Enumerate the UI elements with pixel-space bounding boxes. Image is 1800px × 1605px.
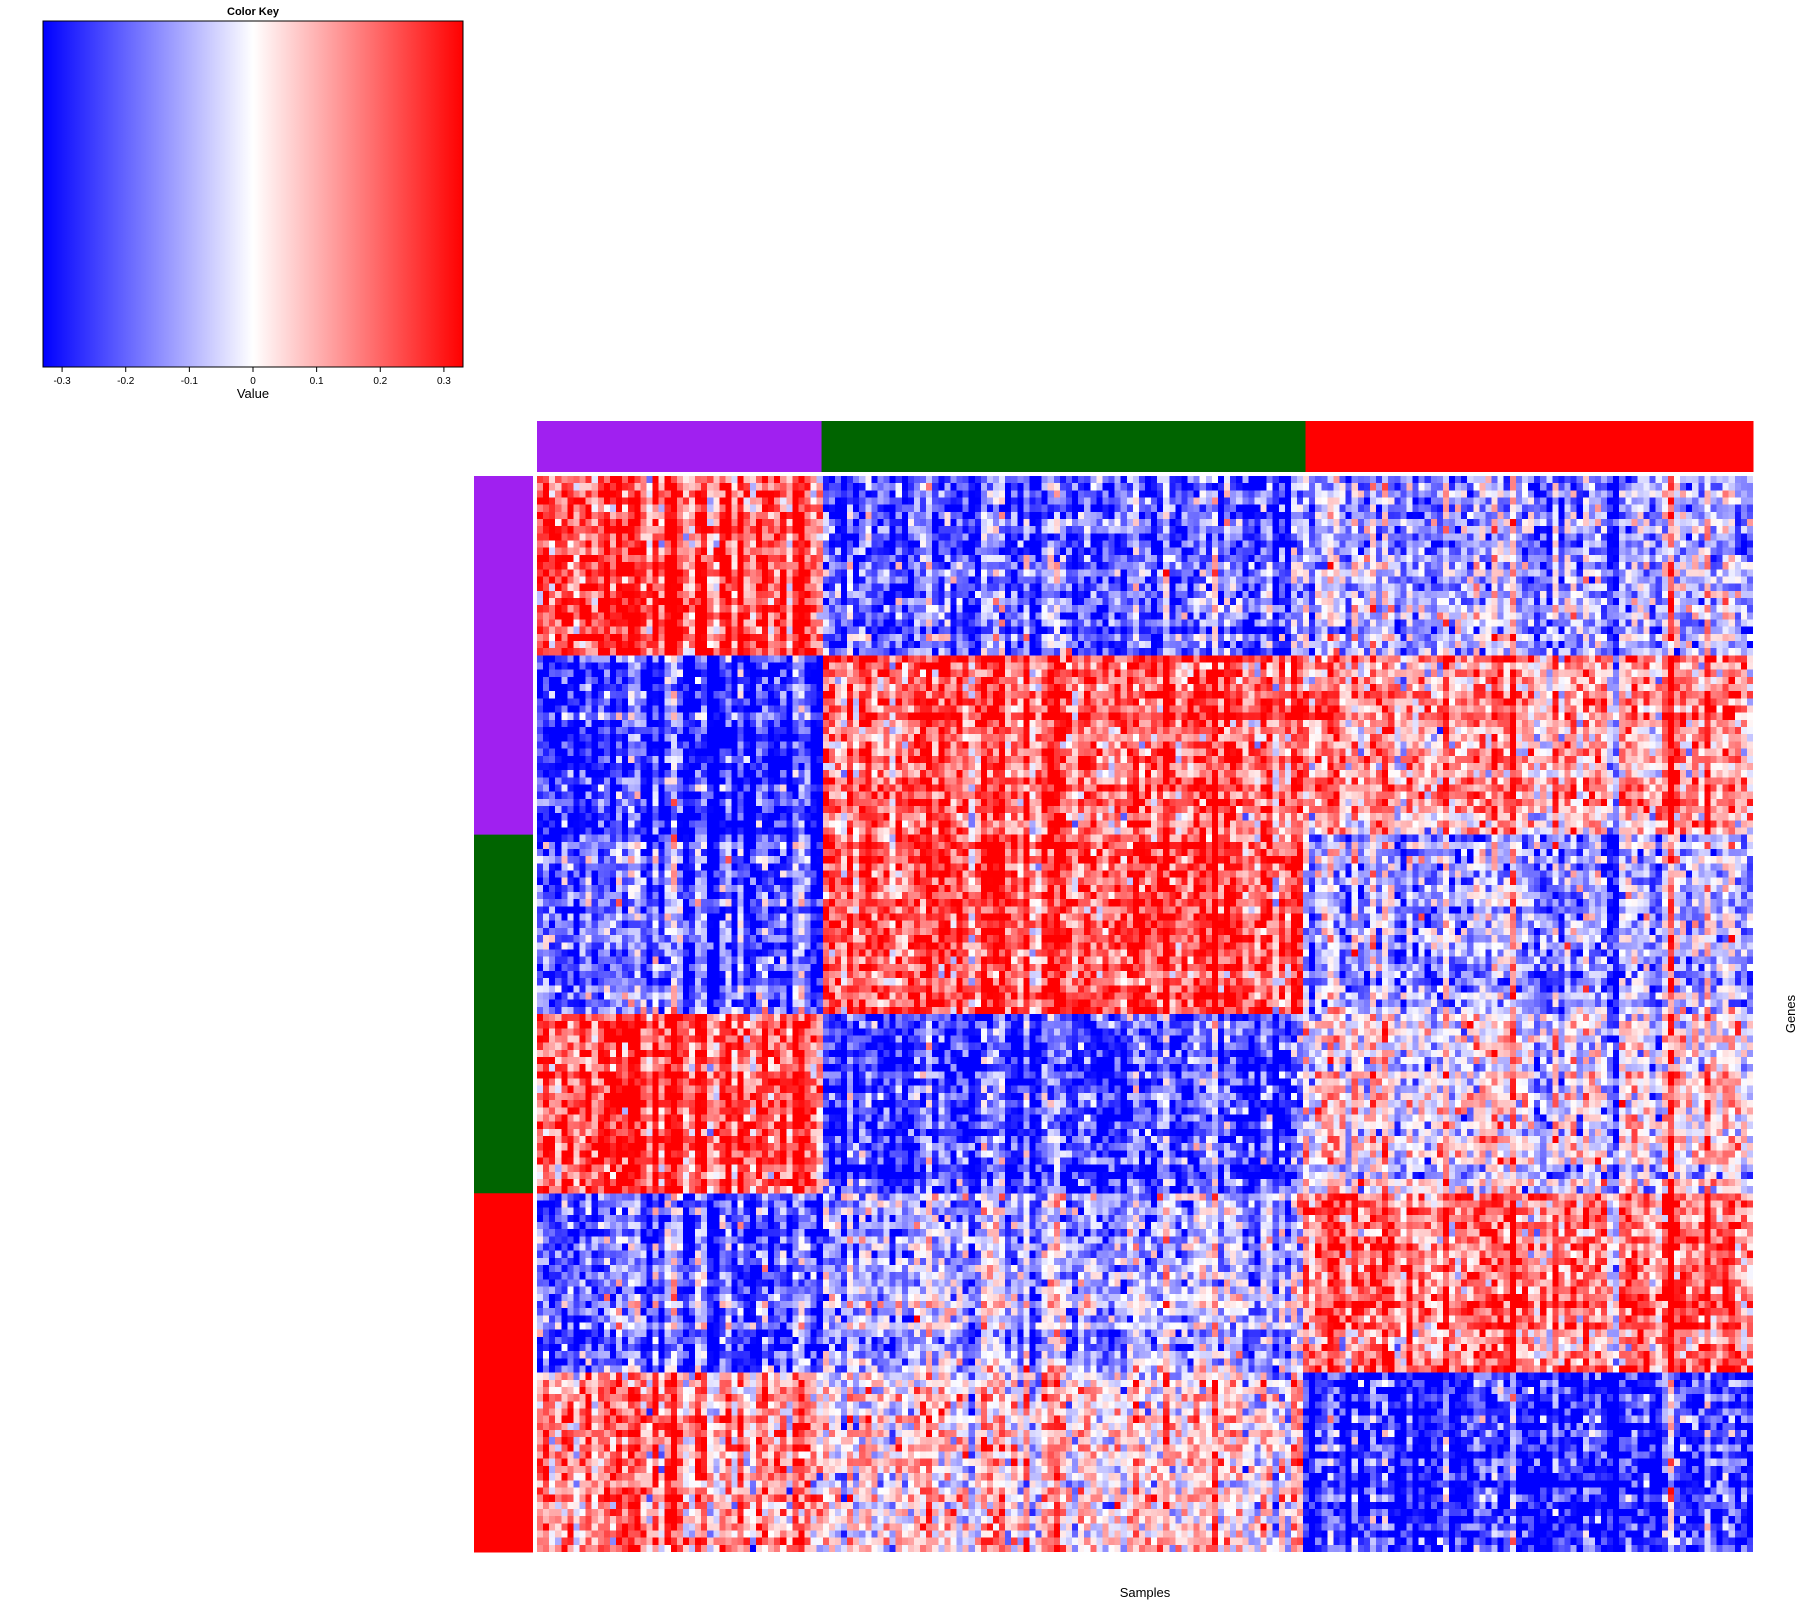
color-key-tick-label: 0.1 <box>310 376 324 387</box>
column-side-colors <box>537 421 1754 472</box>
row-side-colors <box>474 476 533 1553</box>
color-key-tick-label: 0 <box>250 376 256 387</box>
color-key-bar <box>42 20 464 368</box>
column-side-color-3 <box>1305 421 1754 472</box>
color-key-title: Color Key <box>227 6 280 18</box>
color-key-tick-label: 0.2 <box>373 376 387 387</box>
color-key-tick-label: 0.3 <box>437 376 451 387</box>
color-key-tick-label: -0.3 <box>53 376 71 387</box>
color-key-tick-label: -0.2 <box>117 376 135 387</box>
column-side-color-2 <box>821 421 1307 472</box>
x-axis-label: Samples <box>1120 1585 1171 1600</box>
color-key-ticks: -0.3 -0.2 -0.1 0 0.1 0.2 0.3 <box>53 367 451 387</box>
row-side-color-1 <box>474 476 533 836</box>
color-key-tick-label: -0.1 <box>181 376 199 387</box>
y-axis-label: Genes <box>1783 994 1798 1033</box>
row-side-color-2 <box>474 834 533 1194</box>
column-side-color-1 <box>537 421 823 472</box>
color-key-xlabel: Value <box>237 386 269 401</box>
heatmap-matrix <box>537 476 1753 1552</box>
row-side-color-3 <box>474 1193 533 1553</box>
